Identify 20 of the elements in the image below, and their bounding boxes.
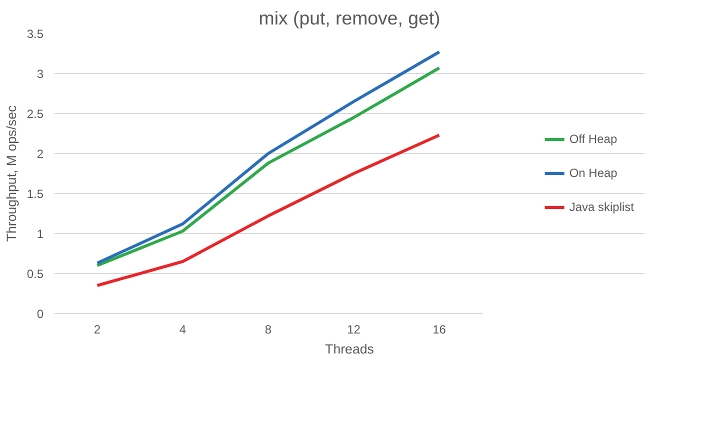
x-tick-label: 4 [179, 322, 186, 336]
y-tick-label: 1 [36, 227, 44, 241]
y-tick-label: 3 [36, 67, 44, 81]
y-tick-label: 1.5 [26, 187, 44, 201]
x-tick-label: 8 [264, 322, 272, 336]
x-tick-label: 2 [94, 322, 101, 336]
y-tick-label: 2.5 [26, 107, 44, 121]
y-tick-label: 0.5 [26, 267, 44, 281]
y-tick-label: 2 [36, 147, 44, 161]
legend-label: On Heap [569, 166, 618, 180]
x-tick-label: 16 [432, 322, 446, 336]
y-tick-label: 0 [36, 307, 44, 321]
chart-title: mix (put, remove, get) [258, 8, 440, 28]
y-tick-label: 3.5 [26, 27, 44, 41]
y-axis-title: Throughput, M ops/sec [4, 105, 19, 242]
x-axis-title: Threads [325, 342, 374, 356]
line-series [96, 134, 441, 287]
legend-label: Java skiplist [569, 200, 634, 214]
x-tick-label: 12 [347, 322, 361, 336]
legend-label: Off Heap [569, 132, 618, 146]
